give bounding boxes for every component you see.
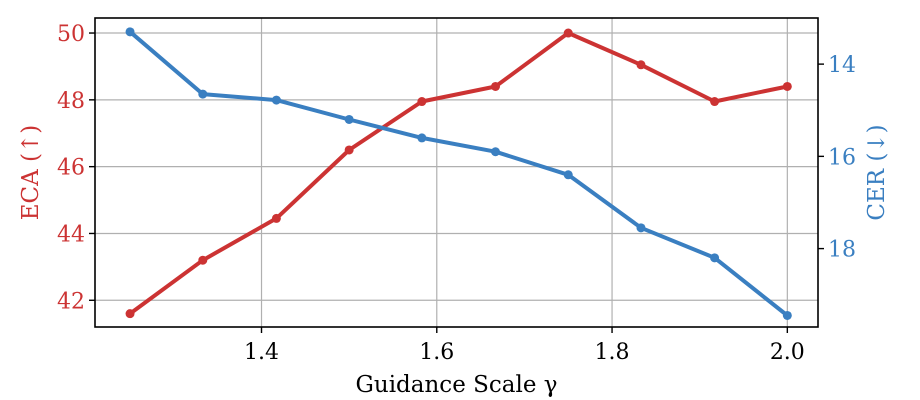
series-layer bbox=[125, 27, 792, 320]
cer-data-point bbox=[344, 114, 354, 124]
cer-data-point bbox=[198, 89, 208, 99]
eca-data-point bbox=[710, 97, 720, 107]
eca-data-point bbox=[125, 309, 135, 319]
x-tick-label: 1.4 bbox=[244, 340, 279, 365]
right-y-tick-label: 14 bbox=[828, 53, 856, 78]
left-y-tick-label: 46 bbox=[57, 156, 85, 181]
eca-data-point bbox=[636, 60, 646, 70]
cer-data-point bbox=[417, 133, 427, 143]
right-y-tick-label: 16 bbox=[828, 145, 856, 170]
left-y-tick-label: 50 bbox=[57, 22, 85, 47]
cer-data-point bbox=[563, 170, 573, 180]
eca-data-point bbox=[344, 145, 354, 155]
right-y-axis-title: CER (↓) bbox=[864, 124, 890, 220]
x-axis-title: Guidance Scale γ bbox=[356, 372, 558, 398]
cer-data-point bbox=[636, 223, 646, 233]
left-y-axis-title: ECA (↑) bbox=[18, 125, 44, 221]
eca-data-point bbox=[782, 81, 792, 91]
left-y-tick-label: 48 bbox=[57, 89, 85, 114]
x-tick-label: 1.6 bbox=[419, 340, 454, 365]
cer-data-point bbox=[490, 147, 500, 157]
ticks: 1.4 1.6 1.8 2.0 42 44 46 48 50 14 16 18 bbox=[57, 22, 856, 365]
eca-series-line bbox=[128, 31, 790, 316]
eca-data-point bbox=[490, 81, 500, 91]
eca-data-point bbox=[271, 213, 281, 223]
plot-frame bbox=[94, 17, 819, 328]
cer-data-point bbox=[710, 253, 720, 263]
cer-series-line bbox=[128, 29, 790, 318]
eca-data-point bbox=[563, 28, 573, 38]
x-tick-label: 2.0 bbox=[770, 340, 805, 365]
x-tick-label: 1.8 bbox=[595, 340, 630, 365]
eca-data-point bbox=[198, 255, 208, 265]
cer-data-point bbox=[125, 27, 135, 37]
right-y-tick-label: 18 bbox=[828, 238, 856, 263]
left-y-tick-label: 44 bbox=[57, 222, 85, 247]
cer-data-point bbox=[782, 310, 792, 320]
grid-lines bbox=[95, 18, 818, 327]
left-y-tick-label: 42 bbox=[57, 289, 85, 314]
cer-data-point bbox=[271, 95, 281, 105]
eca-data-point bbox=[417, 97, 427, 107]
